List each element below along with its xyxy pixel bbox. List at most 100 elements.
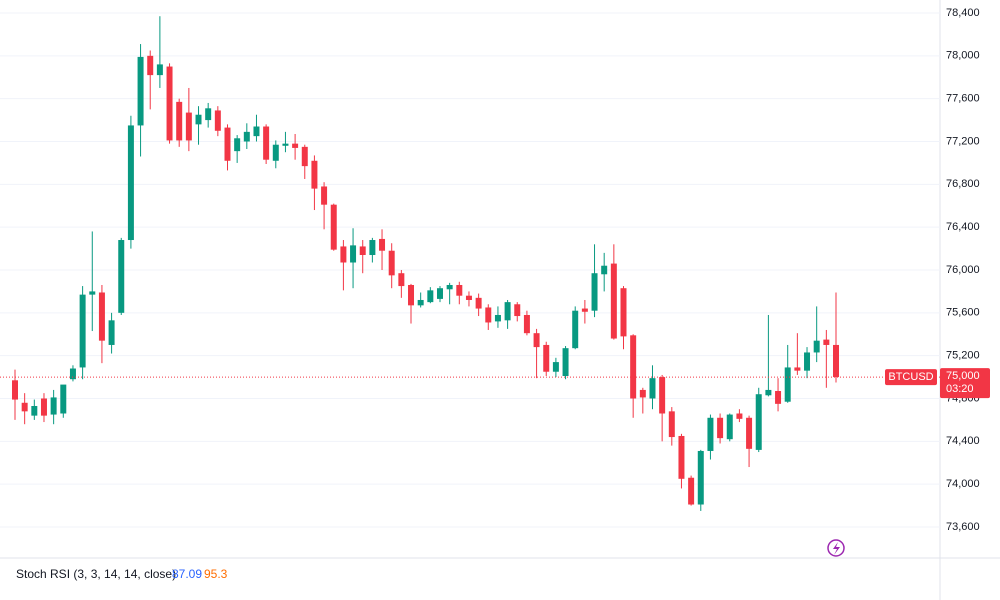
- symbol-label: BTCUSD: [888, 371, 933, 383]
- candle-body: [359, 246, 366, 256]
- candle-body: [137, 56, 144, 126]
- candle-body: [620, 288, 627, 337]
- y-tick-label: 75,200: [946, 350, 980, 362]
- candle-body: [156, 64, 163, 76]
- candle-body: [118, 240, 125, 313]
- candle-body: [427, 290, 434, 303]
- candle-body: [668, 411, 675, 438]
- candle-body: [475, 297, 482, 309]
- candle-body: [833, 344, 839, 378]
- candle-body: [746, 417, 753, 449]
- indicator-k: 87.09: [172, 567, 202, 581]
- candle-body: [272, 144, 279, 161]
- candle-body: [205, 108, 212, 121]
- candle-body: [98, 292, 105, 341]
- candle-body: [823, 339, 830, 345]
- candle-body: [340, 246, 347, 263]
- candle-body: [263, 126, 270, 160]
- candle-body: [813, 340, 820, 353]
- candle-body: [465, 295, 472, 300]
- candle-body: [127, 125, 134, 241]
- candle-body: [504, 302, 511, 321]
- candle-body: [21, 402, 28, 412]
- candle-body: [717, 417, 724, 439]
- candle-body: [243, 131, 250, 142]
- y-tick-label: 76,000: [946, 264, 980, 276]
- candle-body: [736, 413, 743, 419]
- candle-body: [514, 304, 521, 317]
- candle-body: [89, 291, 96, 295]
- candle-body: [775, 391, 782, 404]
- candle-body: [369, 240, 376, 256]
- candle-body: [350, 245, 357, 263]
- y-tick-label: 75,600: [946, 307, 980, 319]
- candle-body: [494, 314, 501, 322]
- candle-body: [688, 477, 695, 505]
- y-tick-label: 78,000: [946, 50, 980, 62]
- candle-body: [234, 138, 241, 152]
- candle-body: [765, 389, 772, 396]
- candle-body: [659, 377, 666, 414]
- candle-body: [214, 110, 221, 131]
- candle-body: [630, 335, 637, 399]
- candle-body: [610, 263, 617, 339]
- candle-body: [649, 378, 656, 399]
- indicator-label: Stoch RSI (3, 3, 14, 14, close): [16, 567, 176, 581]
- candle-body: [79, 294, 86, 368]
- candle-body: [50, 397, 57, 415]
- candle-body: [562, 348, 569, 377]
- price-label: 75,000: [946, 370, 980, 382]
- candle-body: [436, 288, 443, 299]
- candle-body: [523, 314, 530, 334]
- candle-body: [601, 265, 608, 275]
- lightning-icon[interactable]: [827, 539, 845, 557]
- candle-body: [581, 308, 588, 312]
- y-tick-label: 74,400: [946, 435, 980, 447]
- candle-body: [108, 320, 115, 345]
- symbol-tag: [885, 369, 937, 386]
- y-tick-label: 77,200: [946, 135, 980, 147]
- candle-body: [417, 299, 424, 306]
- candle-body: [697, 450, 704, 505]
- candle-body: [176, 101, 183, 141]
- candle-body: [408, 284, 415, 306]
- candle-body: [388, 250, 395, 276]
- candle-body: [755, 394, 762, 450]
- icon-bolt[interactable]: [833, 542, 840, 555]
- candle-body: [147, 55, 154, 76]
- candle-body: [794, 367, 801, 371]
- candle-body: [446, 284, 453, 290]
- candle-body: [12, 380, 18, 400]
- candle-body: [292, 143, 299, 148]
- candle-body: [726, 414, 733, 440]
- candle-body: [591, 273, 598, 311]
- indicator-d: 95.3: [204, 567, 228, 581]
- candle-body: [552, 362, 559, 372]
- candle-body: [330, 204, 337, 250]
- candle-body: [60, 384, 67, 414]
- candle-body: [253, 126, 260, 137]
- candle-body: [321, 186, 328, 205]
- countdown-label: 03:20: [946, 383, 974, 395]
- y-tick-label: 76,800: [946, 178, 980, 190]
- candle-body: [195, 114, 202, 125]
- y-tick-label: 78,400: [946, 7, 980, 19]
- candle-body: [301, 146, 308, 167]
- candle-body: [804, 352, 811, 371]
- candle-body: [707, 417, 714, 451]
- candle-body: [639, 389, 646, 398]
- candle-body: [533, 333, 540, 348]
- y-tick-label: 73,600: [946, 521, 980, 533]
- candle-body: [379, 238, 386, 251]
- y-tick-label: 77,600: [946, 93, 980, 105]
- candle-body: [224, 127, 231, 161]
- candle-body: [185, 112, 192, 141]
- candle-body: [69, 368, 76, 380]
- icon-circle[interactable]: [827, 539, 845, 557]
- candle-body: [166, 66, 173, 141]
- y-tick-label: 76,400: [946, 221, 980, 233]
- candle-body: [398, 273, 405, 287]
- candle-body: [485, 307, 492, 323]
- candle-body: [456, 284, 463, 296]
